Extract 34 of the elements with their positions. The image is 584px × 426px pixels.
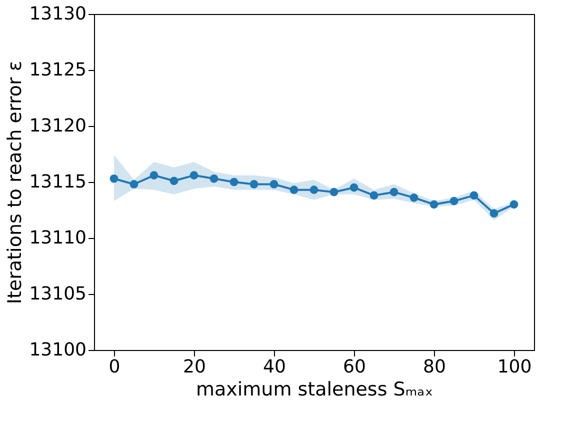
y-tick-label: 13105 <box>29 284 86 304</box>
point <box>470 191 478 200</box>
x-tick-label: 0 <box>108 356 120 378</box>
point <box>510 200 518 209</box>
point <box>310 186 318 194</box>
point <box>210 174 218 183</box>
point <box>150 171 158 180</box>
y-tick-label: 13100 <box>29 340 86 360</box>
x-tick-label: 80 <box>423 356 446 378</box>
y-axis-title: Iterations to reach error ε <box>4 60 26 304</box>
x-tick-label: 100 <box>497 356 532 378</box>
point <box>490 209 498 218</box>
point <box>270 180 278 188</box>
x-axis-title: maximum staleness Sₘₐₓ <box>196 378 434 400</box>
point <box>130 180 138 188</box>
point <box>390 188 398 196</box>
x-tick-label: 40 <box>263 356 286 378</box>
y-tick-label: 13120 <box>29 116 86 136</box>
point <box>230 178 238 186</box>
x-tick-label: 20 <box>183 356 206 378</box>
point <box>450 196 458 206</box>
point <box>110 174 118 183</box>
point <box>190 171 198 180</box>
x-tick-label: 60 <box>343 356 366 378</box>
point <box>350 183 358 192</box>
point <box>170 176 178 186</box>
point <box>370 191 378 200</box>
y-tick-label: 13130 <box>29 4 86 24</box>
point <box>250 180 258 188</box>
y-tick-label: 13110 <box>29 228 86 248</box>
y-tick-label: 13115 <box>29 172 86 192</box>
point <box>290 186 298 194</box>
point <box>410 194 418 202</box>
y-tick-label: 13125 <box>29 60 86 80</box>
